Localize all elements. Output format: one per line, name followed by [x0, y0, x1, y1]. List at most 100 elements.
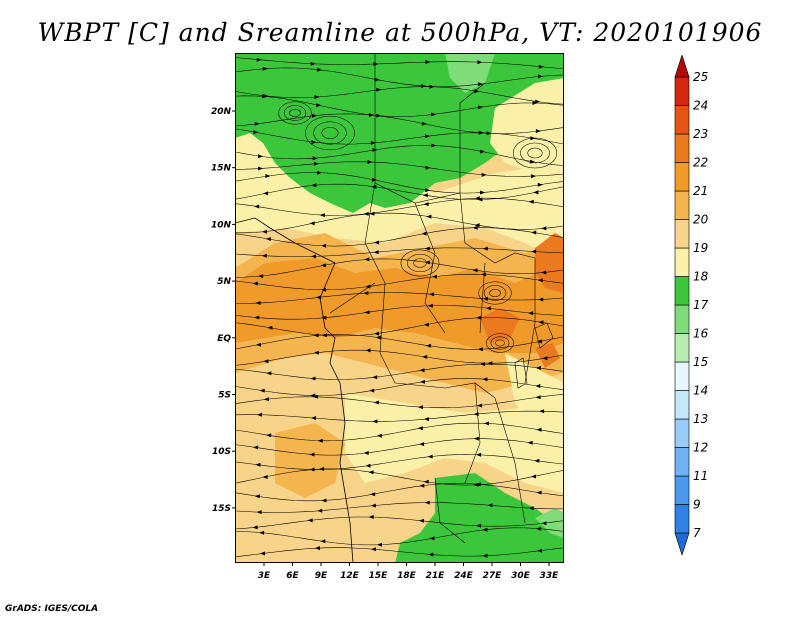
streamline: [235, 410, 564, 422]
streamline-arrow: [320, 263, 326, 268]
streamline-arrow: [528, 506, 534, 511]
streamline-arrow: [313, 350, 319, 355]
streamline-arrow: [256, 412, 262, 417]
lon-tick-label: 33E: [540, 571, 560, 581]
streamline-arrow: [481, 172, 487, 177]
streamline-arrow: [263, 397, 269, 402]
streamline-arrow: [365, 284, 371, 289]
lat-tick-label: 15N: [211, 164, 232, 174]
streamline-eddy: [486, 333, 514, 353]
streamline-arrow: [477, 60, 483, 65]
streamline-arrow: [370, 140, 376, 145]
streamline-arrow: [476, 452, 482, 457]
streamline-arrow: [255, 301, 261, 305]
streamline-arrow: [425, 60, 431, 64]
streamline: [235, 57, 564, 69]
streamline-arrow: [321, 333, 327, 338]
streamline-arrow: [372, 177, 377, 182]
streamline: [235, 468, 564, 486]
streamline-arrow: [255, 462, 261, 467]
streamline-arrow: [316, 103, 322, 108]
streamline-eddy: [478, 281, 512, 305]
streamline: [235, 454, 564, 470]
streamline-arrow: [425, 134, 431, 139]
lat-tick-label: 20N: [211, 107, 232, 117]
streamline: [235, 247, 564, 257]
streamline-arrow: [376, 433, 382, 438]
streamline-eddy: [289, 108, 301, 118]
colorbar-label: 24: [693, 99, 708, 113]
streamline-arrow: [424, 260, 430, 265]
streamline-arrow: [419, 368, 425, 373]
streamline: [235, 212, 564, 234]
streamline: [235, 128, 564, 145]
streamline: [235, 363, 564, 380]
streamline-arrow: [311, 140, 317, 145]
streamline-arrow: [480, 190, 486, 195]
streamline-arrow: [312, 156, 318, 161]
streamline-arrow: [258, 166, 263, 171]
streamline-arrow: [535, 395, 541, 400]
streamline: [235, 516, 564, 530]
streamline: [235, 547, 564, 558]
streamline: [235, 95, 564, 117]
streamline-arrow: [316, 295, 321, 300]
streamline-arrow: [473, 436, 479, 441]
streamline-arrow: [431, 112, 437, 117]
colorbar-segment: [674, 133, 690, 163]
streamline-arrow: [259, 388, 265, 393]
streamline-arrow: [363, 291, 369, 296]
streamline-eddy: [278, 101, 312, 125]
colorbar-segment: [674, 247, 690, 277]
streamline-arrow: [372, 419, 378, 424]
streamline-arrow: [539, 409, 545, 414]
streamline-eddy: [490, 336, 510, 350]
streamline-arrow: [367, 160, 373, 164]
field-orange-dark: [235, 258, 564, 353]
streamline-arrow: [423, 479, 429, 484]
lon-tick-label: 3E: [258, 571, 271, 581]
streamline-arrow: [418, 518, 424, 523]
colorbar-segment: [674, 76, 690, 106]
streamline-arrow: [376, 542, 382, 547]
streamline-arrow: [476, 315, 482, 320]
wbpt-field-map: [235, 53, 564, 563]
streamline-eddy: [495, 339, 505, 347]
streamline-arrow: [266, 433, 272, 438]
streamline-arrow: [309, 221, 315, 226]
streamline-arrow: [485, 306, 491, 311]
streamline: [235, 145, 564, 166]
lat-tick-label: 10S: [212, 447, 231, 457]
streamline-arrow: [476, 523, 481, 528]
streamline-arrow: [536, 490, 542, 495]
streamline-arrow: [369, 211, 375, 216]
streamline-arrow: [312, 113, 317, 118]
streamline-arrow: [429, 84, 435, 89]
streamline-arrow: [537, 548, 542, 553]
colorbar-segment: [674, 475, 690, 505]
colorbar-label: 9: [693, 498, 701, 512]
streamlines: [235, 57, 564, 558]
streamline: [235, 273, 564, 290]
streamline-arrow: [321, 315, 327, 320]
streamline-arrow: [426, 214, 432, 219]
streamline-arrow: [368, 470, 374, 475]
streamline-arrow: [425, 165, 431, 170]
streamline-arrow: [536, 427, 542, 432]
streamline-arrow: [314, 95, 320, 99]
streamline-arrow: [419, 483, 425, 488]
streamline: [235, 349, 564, 366]
field-red-patch-3: [535, 343, 560, 368]
streamline-arrow: [376, 113, 382, 118]
streamline-arrow: [371, 184, 377, 189]
streamline-arrow: [424, 246, 430, 251]
streamline-arrow: [478, 130, 484, 135]
colorbar-label: 7: [693, 526, 701, 540]
lon-tick-label: 21E: [426, 571, 446, 581]
streamline: [235, 172, 564, 194]
streamline-arrow: [419, 442, 425, 447]
streamline-arrow: [319, 213, 325, 218]
streamline: [235, 438, 564, 456]
streamline-arrow: [258, 154, 263, 159]
streamline: [235, 422, 564, 442]
